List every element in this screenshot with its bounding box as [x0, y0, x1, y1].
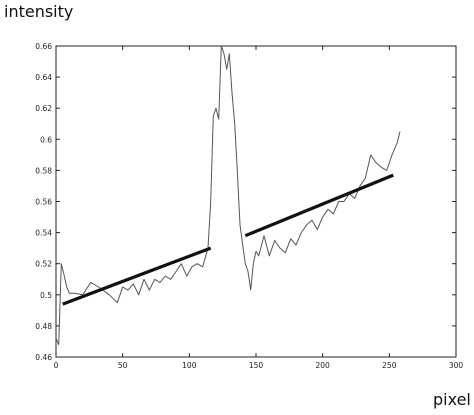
x-tick-label: 150 [249, 361, 264, 370]
y-tick-label: 0.64 [35, 73, 52, 82]
y-tick-label: 0.66 [35, 42, 52, 51]
y-axis-label: intensity [4, 2, 74, 21]
y-tick-label: 0.58 [35, 166, 52, 175]
x-tick-label: 100 [182, 361, 197, 370]
y-tick-label: 0.52 [35, 260, 52, 269]
y-tick-label: 0.54 [35, 229, 52, 238]
y-tick-label: 0.46 [35, 353, 52, 362]
x-tick-label: 250 [382, 361, 397, 370]
x-tick-label: 200 [316, 361, 331, 370]
plot-area-frame [55, 45, 457, 358]
fit-line-2 [244, 173, 394, 238]
x-tick-label: 300 [449, 361, 464, 370]
y-tick-label: 0.6 [40, 135, 52, 144]
x-axis-label: pixel [433, 390, 471, 409]
x-tick-label: 50 [118, 361, 128, 370]
data-series [55, 45, 401, 346]
y-tick-label: 0.48 [35, 322, 52, 331]
x-tick-label: 0 [54, 361, 59, 370]
intensity-profile-line [55, 45, 401, 346]
y-tick-label: 0.56 [35, 198, 52, 207]
fit-line-1 [62, 246, 212, 306]
axis-ticks: 0 50 100 150 200 250 300 0.46 0.48 0.5 0.52 0.54 0.5… [35, 42, 463, 370]
y-tick-label: 0.62 [35, 104, 52, 113]
y-tick-label: 0.5 [40, 291, 52, 300]
